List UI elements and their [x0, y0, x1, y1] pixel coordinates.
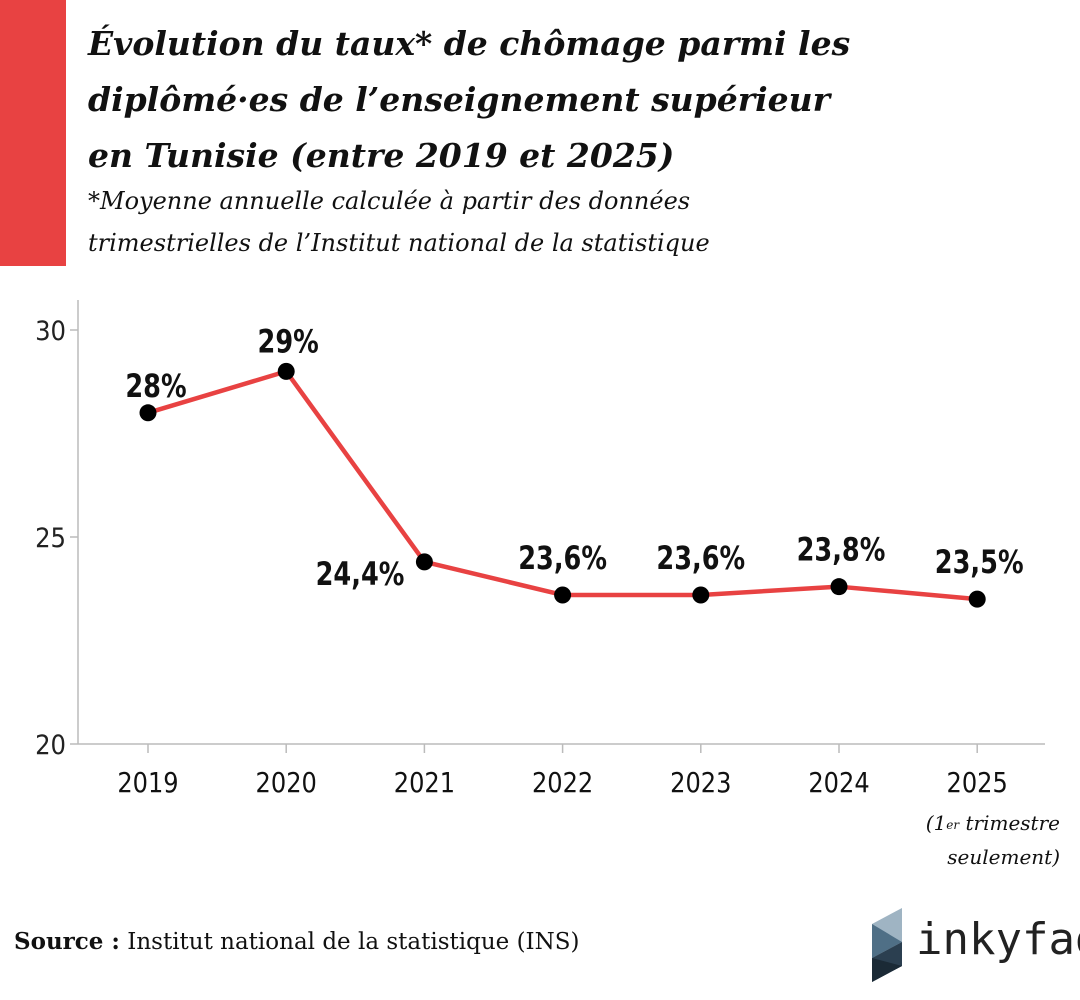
data-label: 23,6%	[518, 539, 607, 577]
chart-subtitle-line-2: trimestrielles de l’Institut national de…	[88, 229, 710, 257]
source-text: Institut national de la statistique (INS…	[127, 929, 580, 955]
x-axis-note-rest: trimestre	[959, 811, 1060, 835]
x-tick-label: 2024	[808, 767, 869, 799]
chart-title-line-2: diplômé·es de l’enseignement supérieur	[88, 80, 831, 119]
chart-series	[139, 362, 986, 608]
data-label: 28%	[125, 367, 186, 405]
x-tick-label: 2023	[670, 767, 731, 799]
chart-title: Évolution du taux* de chômage parmi les …	[88, 16, 988, 184]
accent-bar	[0, 0, 66, 266]
data-point	[277, 362, 295, 380]
x-axis-note-superscript: er	[946, 818, 960, 832]
chart-title-line-3: en Tunisie (entre 2019 et 2025)	[88, 136, 675, 175]
x-axis-note: (1er trimestre seulement)	[880, 806, 1060, 874]
chart-subtitle-line-1: *Moyenne annuelle calculée à partir des …	[88, 187, 691, 215]
source-label: Source :	[14, 928, 120, 955]
chart-data-labels: 28% 29% 24,4% 23,6% 23,6% 23,8% 23,5%	[125, 323, 1023, 593]
x-tick-label: 2025	[947, 767, 1008, 799]
data-label: 23,5%	[935, 543, 1024, 581]
data-label: 24,4%	[316, 555, 405, 593]
data-point	[139, 404, 157, 422]
inkyfada-logo: inkyfada	[872, 908, 1080, 982]
chart-title-line-1: Évolution du taux* de chômage parmi les	[88, 24, 851, 63]
data-label: 23,6%	[656, 539, 745, 577]
x-tick-label: 2020	[256, 767, 317, 799]
y-tick-label: 30	[35, 316, 66, 347]
data-label: 29%	[258, 323, 319, 361]
chart-subtitle: *Moyenne annuelle calculée à partir des …	[88, 180, 988, 264]
x-tick-label: 2021	[394, 767, 455, 799]
source-credit: Source : Institut national de la statist…	[14, 928, 579, 955]
y-tick-label: 25	[35, 523, 66, 554]
x-axis-note-line-1: (1er trimestre	[880, 806, 1060, 840]
data-label: 23,8%	[797, 531, 886, 569]
x-tick-label: 2022	[532, 767, 593, 799]
x-axis-note-line-2: seulement)	[947, 845, 1060, 869]
data-point	[830, 578, 848, 596]
inkyfada-logo-icon	[872, 908, 902, 982]
x-axis-note-lead: (1	[925, 811, 947, 835]
data-point	[415, 553, 433, 571]
x-tick-label: 2019	[117, 767, 178, 799]
data-point	[554, 586, 572, 604]
y-tick-label: 20	[35, 730, 66, 761]
data-point	[692, 586, 710, 604]
data-point	[968, 590, 986, 608]
inkyfada-logo-text: inkyfada	[916, 914, 1080, 965]
